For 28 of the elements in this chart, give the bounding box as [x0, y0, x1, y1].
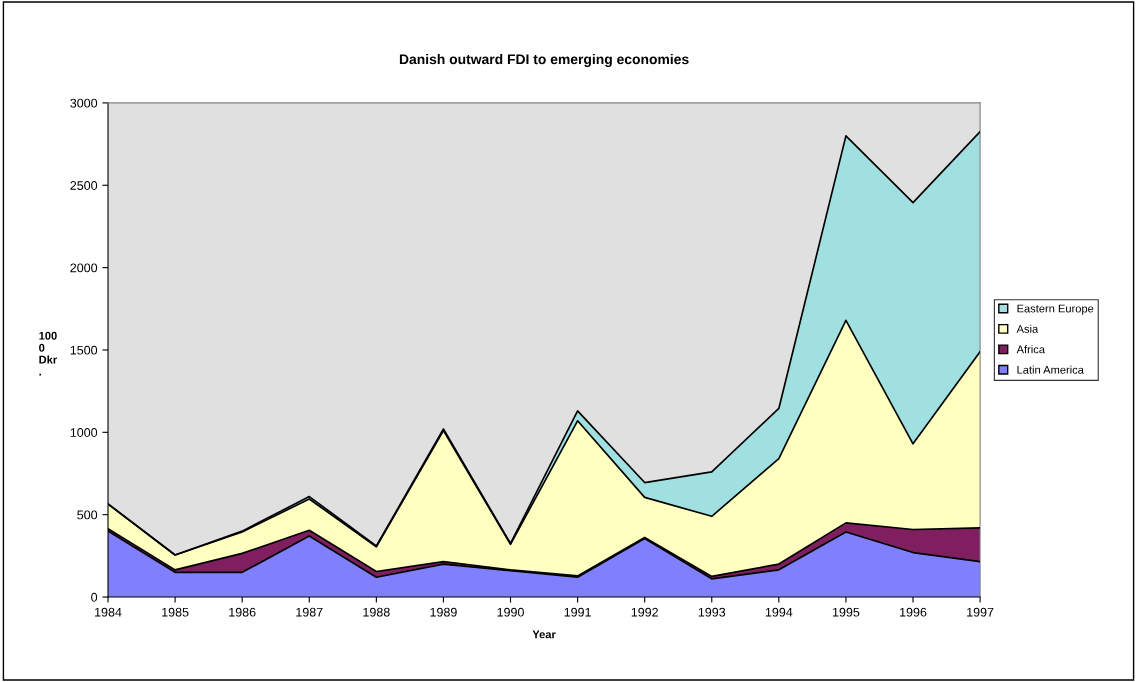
x-tick-label: 1989	[430, 607, 457, 617]
y-tick-label: 500	[77, 510, 98, 520]
x-tick-label: 1987	[296, 607, 323, 617]
x-tick-label: 1988	[363, 607, 390, 617]
x-tick-label: 1996	[900, 607, 927, 617]
y-axis-title: 100 0 Dkr .	[39, 331, 58, 376]
x-tick-label: 1997	[967, 607, 994, 617]
x-tick-label: 1992	[631, 607, 658, 617]
y-tick-label: 3000	[70, 98, 98, 108]
x-tick-label: 1990	[497, 607, 524, 617]
x-tick-label: 1984	[95, 607, 122, 617]
legend-label: Latin America	[1017, 365, 1084, 374]
legend-label: Asia	[1016, 324, 1039, 333]
y-tick-label: 1000	[70, 428, 98, 437]
legend-label: Eastern Europe	[1017, 304, 1094, 315]
chart-title: Danish outward FDI to emerging economies	[399, 53, 689, 67]
x-tick-label: 1994	[765, 607, 793, 617]
legend-label: Africa	[1016, 345, 1045, 354]
y-tick-label: 2000	[70, 263, 98, 273]
x-tick-label: 1991	[564, 607, 591, 617]
y-tick-label: 1500	[70, 345, 98, 355]
x-tick-label: 1995	[832, 607, 860, 617]
x-tick-label: 1993	[698, 607, 726, 617]
y-tick-label: 0	[91, 592, 98, 602]
x-axis-title: Year	[532, 630, 556, 639]
y-tick-label: 2500	[70, 181, 98, 190]
x-tick-label: 1986	[229, 607, 256, 617]
x-tick-label: 1985	[162, 607, 189, 617]
